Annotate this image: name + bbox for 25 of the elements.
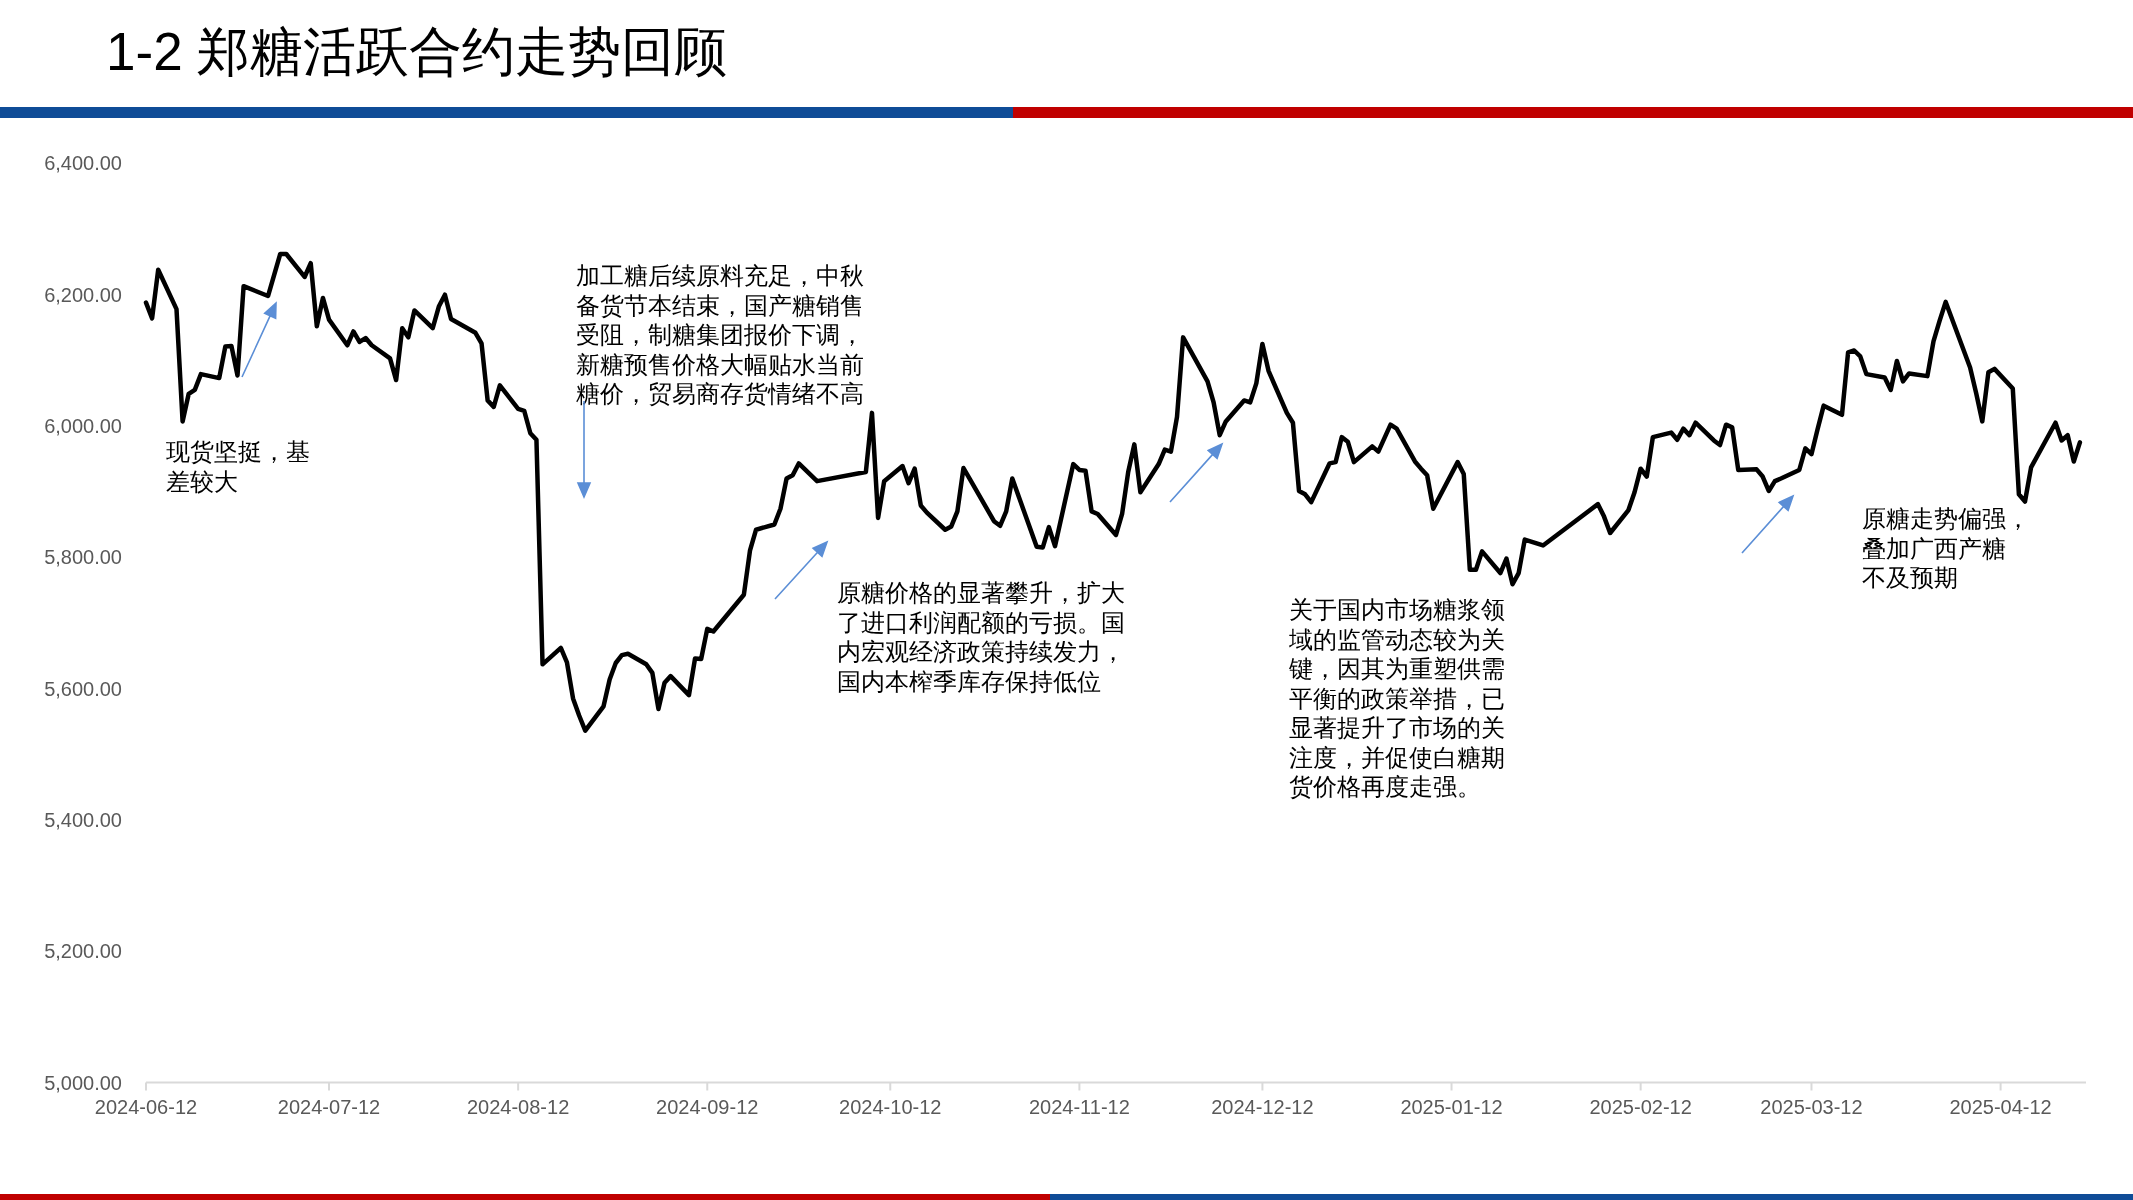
x-tick-label: 2024-12-12 — [1211, 1095, 1314, 1118]
x-tick-label: 2025-02-12 — [1589, 1095, 1692, 1118]
annotation: 关于国内市场糖浆领域的监管动态较为关键，因其为重塑供需平衡的政策举措，已显著提升了市场的关注度，并促使白糖期货价格再度走强。 — [1288, 597, 1505, 801]
y-tick-label: 6,400.00 — [44, 152, 122, 175]
y-tick-label: 5,200.00 — [44, 940, 122, 963]
x-tick-label: 2025-01-12 — [1400, 1095, 1503, 1118]
x-tick-label: 2024-08-12 — [466, 1095, 570, 1118]
chart-title: 1-2 郑糖活跃合约走势回顾 — [106, 22, 728, 81]
annotation: 原糖价格的显著攀升，扩大了进口利润配额的亏损。国内宏观经济政策持续发力，国内本榨季库存保持低位 — [837, 580, 1125, 695]
y-tick-label: 5,600.00 — [44, 677, 122, 700]
x-tick-label: 2025-03-12 — [1760, 1095, 1863, 1118]
x-tick-label: 2024-07-12 — [277, 1095, 381, 1118]
y-tick-label: 5,800.00 — [44, 546, 122, 569]
y-tick-label: 5,000.00 — [44, 1071, 122, 1094]
y-tick-label: 6,200.00 — [44, 283, 122, 306]
annotation: 加工糖后续原料充足，中秋备货节本结束，国产糖销售受阻，制糖集团报价下调，新糖预售价格大幅贴水当前糖价，贸易商存货情绪不高 — [576, 263, 864, 408]
x-tick-label: 2024-10-12 — [839, 1095, 942, 1118]
x-tick-label: 2024-06-12 — [94, 1095, 198, 1118]
y-tick-label: 5,400.00 — [44, 808, 122, 831]
x-tick-label: 2024-09-12 — [656, 1095, 759, 1118]
annotation: 现货坚挺，基差较大 — [166, 439, 310, 495]
annotation: 原糖走势偏强，叠加广西产糖不及预期 — [1862, 506, 2030, 592]
x-tick-label: 2025-04-12 — [1949, 1095, 2052, 1118]
y-tick-label: 6,000.00 — [44, 415, 122, 437]
x-tick-label: 2024-11-12 — [1028, 1095, 1130, 1118]
